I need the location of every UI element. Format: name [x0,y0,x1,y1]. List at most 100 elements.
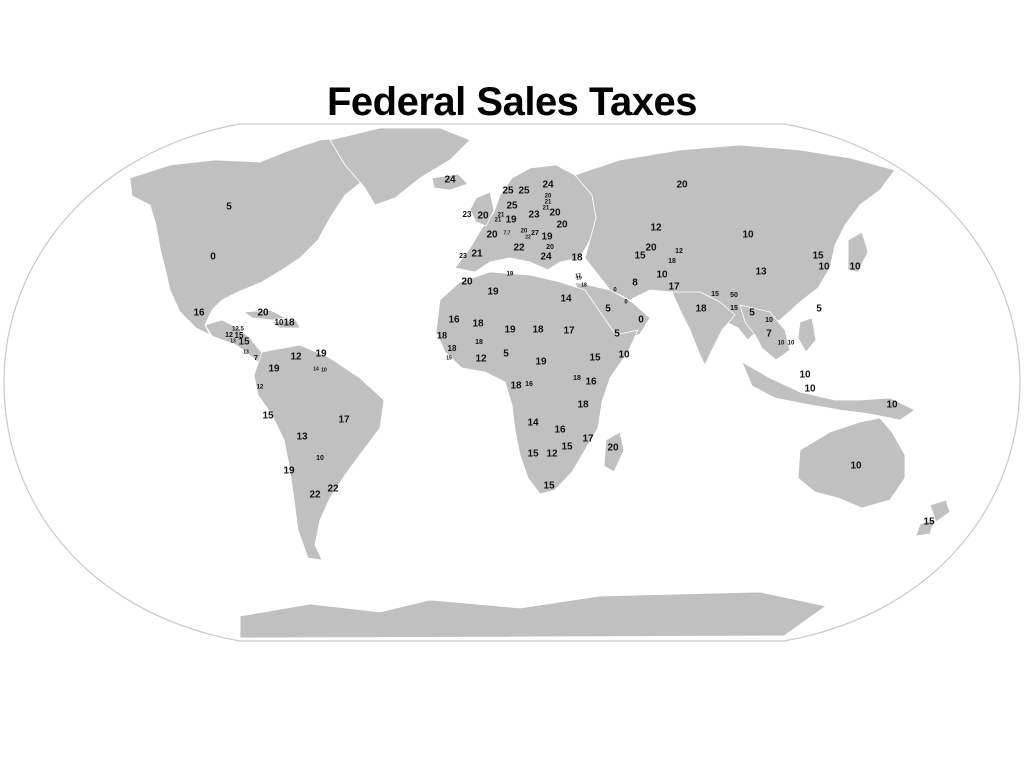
tax-label-brazil: 17 [338,415,350,426]
tax-label-israel: 18 [581,282,587,288]
tax-label-sierra-leone: 15 [446,355,452,361]
tax-label-thailand: 7 [766,329,772,340]
tax-label-sudan: 17 [563,326,575,337]
tax-label-usa: 0 [210,252,216,263]
tax-label-mongolia: 10 [742,230,754,241]
tax-label-zambia: 16 [554,425,566,436]
tax-label-tajikistan: 18 [668,258,676,265]
tax-label-somalia: 10 [618,350,630,361]
tax-label-suriname: 14 [313,366,319,372]
tax-label-south-africa: 15 [543,481,555,492]
greenland-landmass [329,127,471,206]
tax-label-bhutan: 50 [730,292,738,299]
cuba-landmass [243,309,287,321]
tax-label-uruguay: 22 [327,484,339,495]
tax-label-lebanon: 17 [575,273,581,279]
tax-label-mozambique: 17 [582,434,594,445]
tax-label-madagascar: 20 [607,443,619,454]
tax-label-norway: 25 [502,186,514,197]
tax-label-vietnam: 10 [788,341,795,347]
tax-label-tunisia: 19 [507,272,514,278]
se-asia-landmass [739,304,791,361]
tax-label-guyana: 19 [315,349,327,360]
tax-label-afghanistan: 10 [656,270,668,281]
tax-label-denmark: 25 [506,201,518,212]
tax-label-chad: 18 [532,325,544,336]
tax-label-turkey: 18 [571,253,583,264]
tax-label-niger: 19 [504,325,516,336]
tax-label-caribbean-a: 10 [275,318,284,327]
tax-label-spain: 21 [471,249,483,260]
tax-label-poland: 23 [528,210,540,221]
tax-label-italy: 22 [513,243,525,254]
tax-label-switzerland: 7.7 [504,230,511,236]
tax-label-kuwait: 0 [613,288,617,294]
tax-label-romania: 19 [541,232,553,243]
antarctica-landmass [239,591,827,639]
tax-label-philippines: 10 [799,370,811,381]
tax-label-mauritania: 16 [448,315,460,326]
tax-label-ireland: 23 [463,210,472,219]
tax-label-angola: 14 [527,418,539,429]
tax-label-myanmar: 5 [749,308,755,319]
tax-label-japan: 10 [849,262,861,273]
tax-label-cuba: 20 [257,308,269,319]
tax-label-kazakhstan: 12 [650,223,662,234]
tax-label-venezuela: 12 [290,352,302,363]
tax-label-china: 13 [755,267,767,278]
tax-label-belarus: 20 [549,208,561,219]
tax-label-nepal: 15 [711,291,719,298]
new-zealand-landmass [915,499,951,537]
tax-label-cameroon: 19 [535,357,547,368]
tax-label-namibia: 15 [527,449,539,460]
tax-label-indonesia: 10 [804,384,816,395]
tax-label-panama: 7 [254,355,258,362]
tax-label-hungary: 27 [531,230,539,237]
tax-label-tanzania: 18 [577,400,589,411]
tax-label-slovenia: 22 [525,234,531,240]
tax-label-belize: 12.5 [232,327,244,333]
tax-label-guatemala: 12 [225,332,233,339]
tax-label-ukraine: 20 [556,220,568,231]
tax-label-iran: 8 [632,278,638,289]
tax-label-oman: 0 [638,315,644,326]
tax-label-north-korea: 15 [812,251,824,262]
tax-label-botswana: 12 [546,449,558,460]
tax-label-honduras: 15 [235,331,244,340]
tax-label-zimbabwe: 15 [561,442,573,453]
tax-label-peru: 15 [262,411,274,422]
tax-label-chile: 19 [283,466,295,477]
tax-label-uzbekistan: 20 [645,243,657,254]
australia-landmass [797,417,906,509]
tax-label-cambodia: 10 [778,341,785,347]
tax-label-estonia: 20 [545,194,552,200]
tax-label-russia: 20 [676,180,688,191]
tax-label-algeria: 19 [487,287,499,298]
tax-label-el-salvador: 13 [230,338,236,344]
tax-label-colombia: 19 [268,364,280,375]
tax-label-india: 18 [695,304,707,315]
tax-label-congo: 16 [525,381,533,388]
africa-landmass [435,271,639,495]
tax-label-lithuania: 21 [543,206,550,212]
map-title: Federal Sales Taxes [327,80,698,124]
tax-label-south-korea: 10 [818,262,830,273]
british-isles-landmass [469,191,495,227]
tax-label-australia: 10 [850,461,862,472]
tax-label-qatar: 0 [624,300,628,306]
india-landmass [671,291,736,366]
tax-label-austria: 20 [521,229,528,235]
tax-label-nicaragua: 15 [238,337,250,348]
tax-label-senegal: 18 [437,330,447,340]
tax-label-greenland-iceland: 24 [444,175,456,186]
madagascar-landmass [603,431,625,473]
tax-label-new-zealand: 15 [923,517,935,528]
philippines-landmass [797,317,817,353]
tax-label-gabon: 18 [510,381,522,392]
tax-label-uk: 20 [477,211,489,222]
hispaniola-landmass [271,319,301,329]
tax-label-fr-guiana: 10 [321,367,327,373]
tax-label-laos: 10 [765,317,773,324]
tax-label-mali: 18 [472,319,484,330]
tax-label-caribbean-b: 18 [283,318,295,329]
